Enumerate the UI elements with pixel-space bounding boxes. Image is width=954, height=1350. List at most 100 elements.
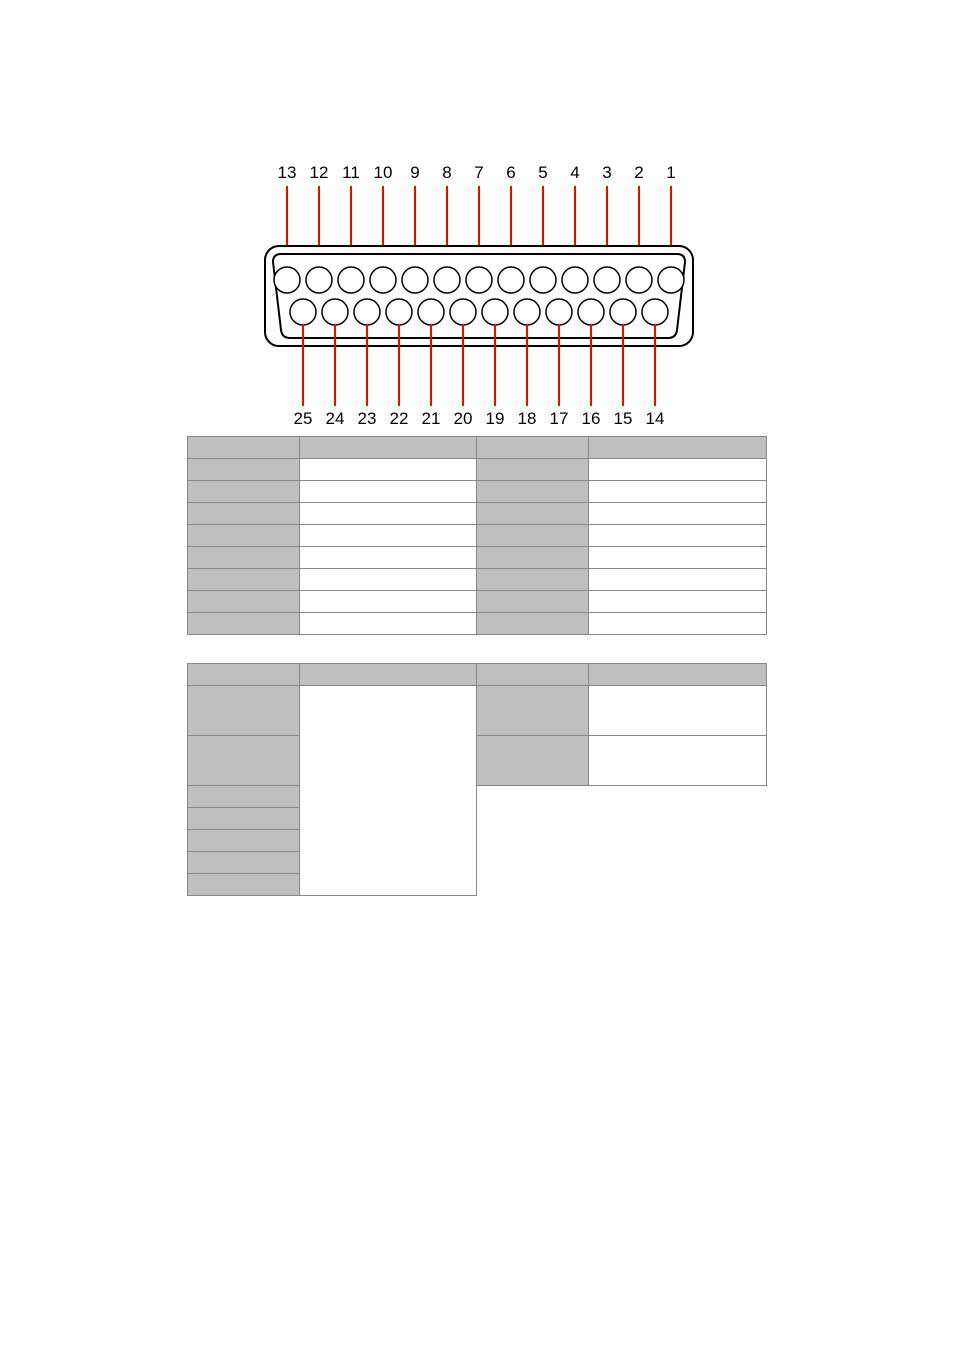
pin-label: 2 bbox=[634, 163, 643, 182]
table-cell bbox=[188, 547, 300, 569]
table-cell bbox=[188, 852, 300, 874]
db25-pinout-diagram: 13 12 11 10 9 8 7 6 5 4 3 2 1 bbox=[257, 150, 697, 428]
table-cell bbox=[477, 437, 589, 459]
pin-label: 1 bbox=[666, 163, 675, 182]
table-row bbox=[188, 503, 767, 525]
table-cell bbox=[299, 547, 477, 569]
table-cell bbox=[477, 664, 589, 686]
pin-label: 16 bbox=[582, 409, 601, 428]
table-cell bbox=[589, 686, 767, 736]
table-cell bbox=[188, 613, 300, 635]
table-cell bbox=[589, 591, 767, 613]
pin-label: 18 bbox=[518, 409, 537, 428]
pin-label: 12 bbox=[310, 163, 329, 182]
pin-label: 10 bbox=[374, 163, 393, 182]
table-cell bbox=[477, 569, 589, 591]
table-cell bbox=[188, 808, 300, 830]
table-cell bbox=[188, 437, 300, 459]
pin-label: 17 bbox=[550, 409, 569, 428]
table-cell bbox=[299, 481, 477, 503]
table-cell bbox=[299, 591, 477, 613]
table-row bbox=[188, 547, 767, 569]
table-cell bbox=[299, 525, 477, 547]
pin-label: 8 bbox=[442, 163, 451, 182]
table-cell bbox=[188, 481, 300, 503]
pinout-table-1 bbox=[187, 436, 767, 635]
table-row bbox=[188, 613, 767, 635]
pin-label: 24 bbox=[326, 409, 345, 428]
table-row bbox=[188, 459, 767, 481]
table-cell bbox=[299, 613, 477, 635]
pin-label: 3 bbox=[602, 163, 611, 182]
pin-label: 11 bbox=[342, 163, 360, 182]
table-cell bbox=[477, 686, 589, 736]
table-row bbox=[188, 525, 767, 547]
table-cell bbox=[188, 664, 300, 686]
pinout-table-2 bbox=[187, 663, 767, 896]
pin-label: 21 bbox=[422, 409, 441, 428]
pin-label: 25 bbox=[294, 409, 313, 428]
table-cell bbox=[589, 736, 767, 786]
table-cell bbox=[188, 569, 300, 591]
table-cell bbox=[188, 830, 300, 852]
pin-label: 5 bbox=[538, 163, 547, 182]
table-row bbox=[188, 874, 767, 896]
pin-label: 23 bbox=[358, 409, 377, 428]
table-row bbox=[188, 786, 767, 808]
pin-label: 7 bbox=[474, 163, 483, 182]
table-row bbox=[188, 830, 767, 852]
table-cell bbox=[477, 459, 589, 481]
table-cell bbox=[589, 459, 767, 481]
table-cell bbox=[188, 525, 300, 547]
pin-label: 20 bbox=[454, 409, 473, 428]
table-row bbox=[188, 481, 767, 503]
table-cell bbox=[589, 525, 767, 547]
table-cell bbox=[299, 503, 477, 525]
table-cell bbox=[589, 437, 767, 459]
table-cell bbox=[589, 481, 767, 503]
pin-label: 6 bbox=[506, 163, 515, 182]
table-cell bbox=[589, 613, 767, 635]
table-cell bbox=[477, 591, 589, 613]
table-cell bbox=[188, 686, 300, 736]
table-row bbox=[188, 591, 767, 613]
bottom-pin-labels: 25 24 23 22 21 20 19 18 17 16 15 14 bbox=[294, 409, 665, 428]
table-cell bbox=[477, 503, 589, 525]
table-row bbox=[188, 437, 767, 459]
table-cell bbox=[477, 525, 589, 547]
pin-label: 4 bbox=[570, 163, 579, 182]
table-row bbox=[188, 736, 767, 786]
table-cell bbox=[188, 503, 300, 525]
table-cell bbox=[589, 547, 767, 569]
pin-label: 19 bbox=[486, 409, 505, 428]
table-cell bbox=[188, 591, 300, 613]
table-cell bbox=[589, 664, 767, 686]
top-pin-labels: 13 12 11 10 9 8 7 6 5 4 3 2 1 bbox=[278, 163, 676, 182]
table-row bbox=[188, 808, 767, 830]
table-cell bbox=[589, 569, 767, 591]
table-cell bbox=[188, 786, 300, 808]
table-row bbox=[188, 664, 767, 686]
pin-label: 22 bbox=[390, 409, 409, 428]
table-cell bbox=[188, 459, 300, 481]
table-row bbox=[188, 686, 767, 736]
table-cell bbox=[477, 736, 589, 786]
table-cell bbox=[299, 437, 477, 459]
pin-label: 9 bbox=[410, 163, 419, 182]
table-cell bbox=[299, 664, 477, 686]
table-row bbox=[188, 569, 767, 591]
pin-label: 15 bbox=[614, 409, 633, 428]
pin-label: 13 bbox=[278, 163, 297, 182]
table-cell bbox=[299, 459, 477, 481]
table-row bbox=[188, 852, 767, 874]
table-cell bbox=[589, 503, 767, 525]
table-cell bbox=[477, 481, 589, 503]
table-cell bbox=[188, 736, 300, 786]
pin-label: 14 bbox=[646, 409, 665, 428]
table-cell bbox=[188, 874, 300, 896]
table-cell bbox=[477, 613, 589, 635]
table-cell-merged bbox=[299, 686, 477, 896]
connector-svg: 13 12 11 10 9 8 7 6 5 4 3 2 1 bbox=[257, 150, 697, 428]
table-cell bbox=[299, 569, 477, 591]
table-cell bbox=[477, 547, 589, 569]
